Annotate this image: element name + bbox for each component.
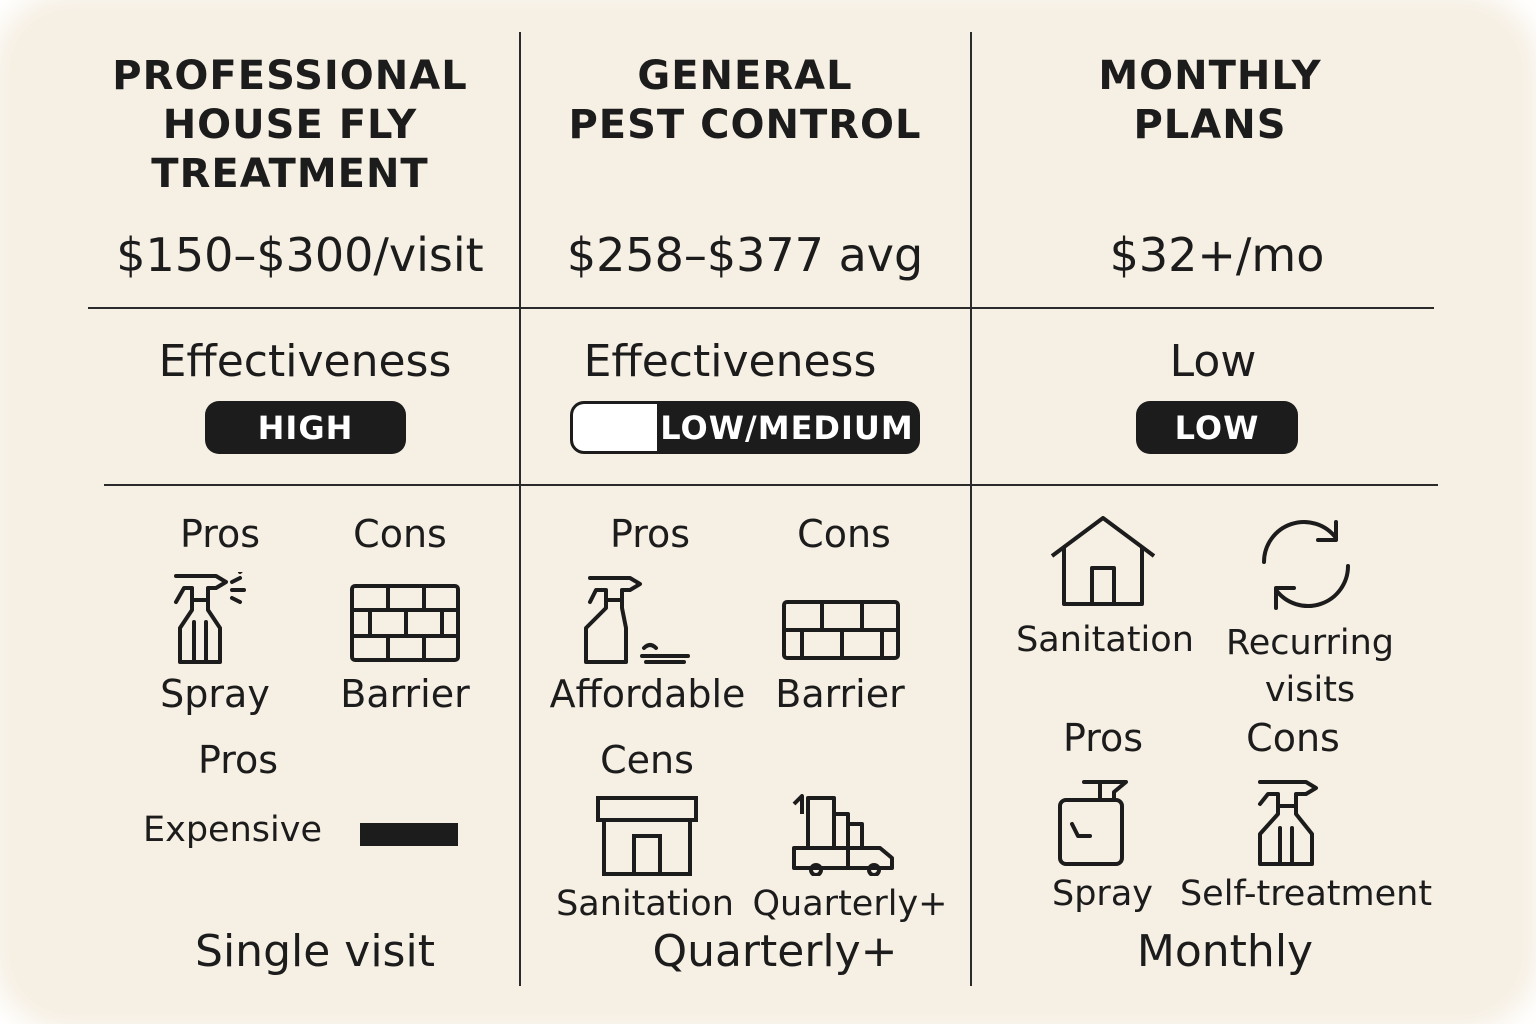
column-3-frequency: Monthly	[1136, 926, 1314, 977]
row-divider	[104, 484, 1438, 486]
column-1-pros-label-2: Pros	[197, 738, 279, 782]
column-2-frequency: Quarterly+	[652, 926, 898, 977]
column-3-price: $32+/mo	[1109, 228, 1325, 282]
dash-bar-icon	[360, 823, 458, 846]
column-3-con-item: Self-treatment	[1179, 874, 1433, 914]
column-3-effectiveness-label: Low	[1169, 336, 1257, 387]
column-2-cons-label-2: Cens	[600, 738, 694, 782]
column-1-effectiveness-badge: HIGH	[205, 401, 406, 454]
column-3-cons-label: Cons	[1246, 716, 1340, 760]
column-3-pros-label: Pros	[1062, 716, 1144, 760]
column-2-effectiveness-label: Effectiveness	[583, 336, 877, 387]
column-2-pro-item: Affordable	[549, 672, 746, 716]
column-1-cons-label: Cons	[353, 512, 447, 556]
column-1-extra-item: Expensive	[143, 810, 322, 850]
column-2-item-4: Quarterly+	[752, 884, 948, 924]
spray-bottle-icon	[1254, 778, 1322, 866]
spray-bottle-icon	[1056, 780, 1132, 866]
badge-label: LOW/MEDIUM	[660, 408, 914, 447]
column-3-item-2: Recurring visits	[1226, 623, 1394, 710]
column-divider	[519, 32, 521, 986]
column-2-con-item: Barrier	[775, 672, 905, 716]
column-1-con-item: Barrier	[340, 672, 470, 716]
storefront-icon	[596, 796, 698, 876]
column-1-pros-label: Pros	[179, 512, 261, 556]
refresh-cycle-icon	[1256, 516, 1356, 612]
brick-wall-icon	[782, 600, 900, 660]
column-2-pros-label: Pros	[609, 512, 691, 556]
column-3-heading: MONTHLY PLANS	[1098, 53, 1322, 148]
column-1-heading: PROFESSIONAL HOUSE FLY TREATMENT	[112, 53, 468, 197]
spray-bottle-icon	[580, 574, 692, 666]
column-3-pro-item: Spray	[1052, 874, 1153, 914]
column-1-price: $150–$300/visit	[116, 228, 484, 282]
row-divider	[88, 307, 1434, 309]
column-3-item-1: Sanitation	[1016, 620, 1194, 660]
column-2-effectiveness-badge: LOW/MEDIUM	[570, 401, 920, 454]
badge-empty-segment	[573, 404, 657, 451]
house-icon	[1050, 516, 1156, 606]
brick-wall-icon	[350, 584, 460, 662]
column-2-cons-label: Cons	[797, 512, 891, 556]
column-2-item-3: Sanitation	[556, 884, 734, 924]
column-1-frequency: Single visit	[195, 926, 435, 977]
column-divider	[970, 32, 972, 986]
column-1-pro-item: Spray	[160, 672, 270, 716]
delivery-truck-icon	[788, 794, 898, 876]
comparison-sheet	[10, 10, 1522, 1014]
column-2-price: $258–$377 avg	[566, 228, 924, 282]
column-3-effectiveness-badge: LOW	[1136, 401, 1298, 454]
spray-bottle-icon	[170, 572, 252, 668]
column-2-heading: GENERAL PEST CONTROL	[568, 53, 922, 148]
column-1-effectiveness-label: Effectiveness	[158, 336, 452, 387]
